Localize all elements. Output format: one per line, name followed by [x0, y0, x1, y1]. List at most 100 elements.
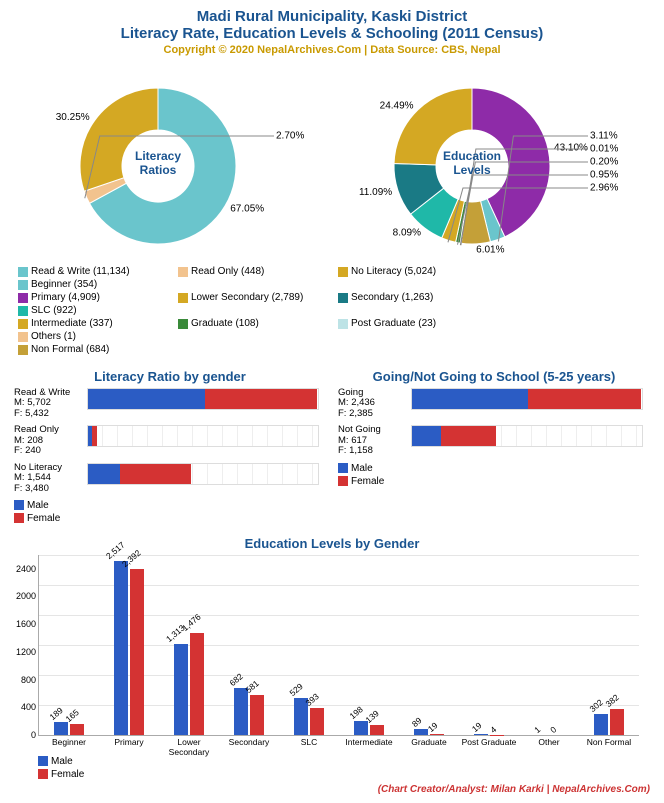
legend-label: Read Only (448) [191, 266, 264, 277]
literacy-by-gender: Literacy Ratio by gender Read & WriteM: … [8, 365, 332, 526]
category-label: Intermediate [339, 735, 399, 747]
bar-female [528, 389, 641, 409]
bar-value: 529 [287, 682, 304, 699]
hbar-row: GoingM: 2,436F: 2,385 [338, 388, 650, 419]
legend-item: Male [338, 463, 640, 474]
bar-value: 1,476 [180, 611, 203, 632]
vbar-group: 89 19 Graduate [399, 729, 459, 735]
category-label: Graduate [399, 735, 459, 747]
legend-item: Primary (4,909) [18, 292, 168, 303]
bar-male [88, 389, 205, 409]
legend-item: Female [338, 476, 640, 487]
bar-male: 1,313 [174, 644, 188, 735]
legend-label: Others (1) [31, 331, 76, 342]
hbar-row: Read OnlyM: 208F: 240 [14, 425, 326, 456]
slice-pct-label: 43.10% [554, 143, 588, 154]
hbar2-title: Going/Not Going to School (5-25 years) [338, 369, 650, 384]
bar-value: 4 [488, 724, 498, 735]
legend-label: Primary (4,909) [31, 292, 100, 303]
title-line1: Madi Rural Municipality, Kaski District [8, 8, 656, 25]
literacy-donut: 67.05%2.70%30.25%LiteracyRatios [8, 66, 332, 266]
bar-female: 2,392 [130, 569, 144, 735]
legend-item: Female [14, 513, 316, 524]
bar-female: 581 [250, 695, 264, 735]
slice-pct-label: 0.95% [590, 170, 618, 181]
slice-pct-label: 2.96% [590, 183, 618, 194]
bar-male: 302 [594, 714, 608, 735]
legend-label: Lower Secondary (2,789) [191, 292, 303, 303]
hbar-label: Read OnlyM: 208F: 240 [14, 425, 84, 456]
legend-item: Male [14, 500, 316, 511]
category-label: Non Formal [579, 735, 639, 747]
legend-label: Secondary (1,263) [351, 292, 433, 303]
bar-male [412, 389, 528, 409]
bar-female: 165 [70, 724, 84, 735]
hbar-label: No LiteracyM: 1,544F: 3,480 [14, 463, 84, 494]
bar-male: 682 [234, 688, 248, 735]
bar-female: 382 [610, 709, 624, 735]
hbar-row: Read & WriteM: 5,702F: 5,432 [14, 388, 326, 419]
legend-item: Post Graduate (23) [338, 318, 488, 329]
vbar-group: 1,313 1,476 Lower Secondary [159, 633, 219, 735]
vbar-group: 198 139 Intermediate [339, 721, 399, 735]
bar-value: 1 [532, 724, 542, 735]
legend-item: Others (1) [18, 331, 168, 342]
legend-label: Non Formal (684) [31, 344, 109, 355]
bar-male: 198 [354, 721, 368, 735]
slice-pct-label: 8.09% [393, 227, 421, 238]
y-tick-label: 2000 [16, 591, 39, 601]
bar-value: 0 [548, 724, 558, 735]
title-line2: Literacy Rate, Education Levels & School… [8, 25, 656, 42]
legend-label: Intermediate (337) [31, 318, 113, 329]
hbar-label: Read & WriteM: 5,702F: 5,432 [14, 388, 84, 419]
legend-label: Graduate (108) [191, 318, 259, 329]
bar-value: 682 [227, 671, 244, 688]
slice-pct-label: 30.25% [56, 112, 90, 123]
slice-pct-label: 0.01% [590, 144, 618, 155]
donut-center-label: Education [443, 149, 501, 163]
hbar-row: No LiteracyM: 1,544F: 3,480 [14, 463, 326, 494]
slice-pct-label: 0.20% [590, 157, 618, 168]
bar-female: 139 [370, 725, 384, 735]
hbar-row: Not GoingM: 617F: 1,158 [338, 425, 650, 456]
slice-pct-label: 2.70% [276, 131, 304, 142]
vbar-group: 529 393 SLC [279, 698, 339, 735]
slice-pct-label: 24.49% [380, 100, 414, 111]
category-label: SLC [279, 735, 339, 747]
hbar-label: GoingM: 2,436F: 2,385 [338, 388, 408, 419]
vbar-group: 302 382 Non Formal [579, 709, 639, 735]
slice-pct-label: 11.09% [359, 187, 392, 198]
category-label: Secondary [219, 735, 279, 747]
bar-value: 198 [347, 704, 364, 721]
legend-item: Non Formal (684) [18, 344, 168, 355]
legend-item: Graduate (108) [178, 318, 328, 329]
bar-female: 393 [310, 708, 324, 735]
bar-female [205, 389, 317, 409]
vbar-group: 189 165 Beginner [39, 722, 99, 735]
bar-female [92, 426, 97, 446]
y-tick-label: 400 [21, 702, 39, 712]
legend-label: Post Graduate (23) [351, 318, 436, 329]
legend-item: Read Only (448) [178, 266, 328, 277]
legend-item: Female [38, 769, 646, 780]
vbar-group: 19 4 Post Graduate [459, 734, 519, 735]
bar-male [412, 426, 441, 446]
bar-female [120, 464, 191, 484]
donut-center-label: Literacy [135, 149, 181, 163]
bar-value: 382 [603, 692, 620, 709]
legend-item: Secondary (1,263) [338, 292, 488, 303]
donut-center-label: Ratios [140, 163, 177, 177]
bar-male: 2,517 [114, 561, 128, 735]
legend-item: Lower Secondary (2,789) [178, 292, 328, 303]
bar-value: 19 [470, 720, 484, 734]
category-label: Lower Secondary [159, 735, 219, 757]
y-tick-label: 800 [21, 675, 39, 685]
subtitle: Copyright © 2020 NepalArchives.Com | Dat… [8, 44, 656, 56]
bar-female [441, 426, 496, 446]
slice-pct-label: 3.11% [590, 131, 618, 142]
bar-male: 189 [54, 722, 68, 735]
legend-item: Beginner (354) [18, 279, 168, 290]
legend-label: SLC (922) [31, 305, 77, 316]
legend-label: Beginner (354) [31, 279, 97, 290]
legend-item: Male [38, 756, 646, 767]
